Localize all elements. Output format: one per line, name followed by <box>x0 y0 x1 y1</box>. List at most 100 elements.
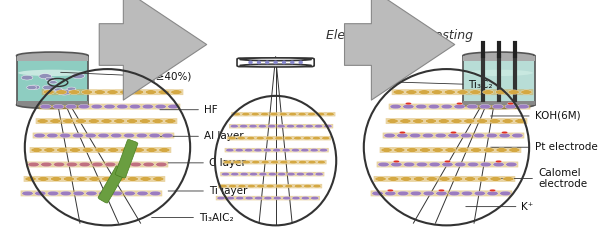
FancyBboxPatch shape <box>23 176 165 182</box>
Circle shape <box>458 148 469 152</box>
Circle shape <box>313 184 321 188</box>
Circle shape <box>432 148 443 152</box>
Circle shape <box>436 191 447 196</box>
Circle shape <box>249 61 252 62</box>
Circle shape <box>59 133 71 138</box>
Circle shape <box>92 162 103 167</box>
Text: Ti₃C₂: Ti₃C₂ <box>383 80 493 90</box>
Circle shape <box>257 61 260 62</box>
Text: Al layer: Al layer <box>160 131 244 141</box>
Circle shape <box>470 90 481 94</box>
FancyBboxPatch shape <box>35 118 178 124</box>
Circle shape <box>425 119 437 123</box>
Circle shape <box>82 148 94 152</box>
Circle shape <box>512 133 523 138</box>
Circle shape <box>230 125 238 128</box>
Circle shape <box>112 191 122 196</box>
Circle shape <box>282 148 290 152</box>
Circle shape <box>62 119 74 123</box>
Circle shape <box>137 191 148 196</box>
Circle shape <box>29 85 40 90</box>
Circle shape <box>310 148 319 152</box>
Circle shape <box>457 90 468 94</box>
Circle shape <box>21 75 33 80</box>
Circle shape <box>391 162 402 167</box>
Circle shape <box>98 133 109 138</box>
FancyBboxPatch shape <box>231 112 335 116</box>
Circle shape <box>454 104 465 109</box>
Circle shape <box>298 113 306 116</box>
Circle shape <box>143 162 154 167</box>
Circle shape <box>326 113 334 116</box>
Circle shape <box>304 184 311 188</box>
Circle shape <box>101 119 112 123</box>
FancyBboxPatch shape <box>220 172 325 176</box>
Text: HF(≥40%): HF(≥40%) <box>61 72 191 82</box>
Circle shape <box>451 119 462 123</box>
Circle shape <box>390 104 401 109</box>
Circle shape <box>291 62 293 63</box>
Circle shape <box>247 184 256 188</box>
Circle shape <box>49 81 57 84</box>
Circle shape <box>283 62 285 64</box>
Circle shape <box>266 62 269 64</box>
Circle shape <box>375 177 386 181</box>
Circle shape <box>292 196 300 200</box>
Circle shape <box>445 148 456 152</box>
Circle shape <box>317 161 325 164</box>
Circle shape <box>76 177 87 181</box>
FancyBboxPatch shape <box>38 104 181 110</box>
Circle shape <box>22 191 33 196</box>
Circle shape <box>56 148 68 152</box>
Circle shape <box>275 184 284 188</box>
Circle shape <box>439 189 445 192</box>
Circle shape <box>287 173 295 176</box>
Circle shape <box>118 162 128 167</box>
Circle shape <box>400 119 411 123</box>
Circle shape <box>407 148 418 152</box>
Circle shape <box>94 90 106 94</box>
FancyBboxPatch shape <box>383 133 524 139</box>
Circle shape <box>229 184 237 188</box>
Circle shape <box>387 119 398 123</box>
Circle shape <box>25 177 36 181</box>
Circle shape <box>492 104 503 109</box>
Circle shape <box>244 148 253 152</box>
Circle shape <box>249 62 252 64</box>
Circle shape <box>428 104 440 109</box>
Circle shape <box>426 177 437 181</box>
Circle shape <box>258 125 266 128</box>
Circle shape <box>28 162 39 167</box>
Circle shape <box>296 173 305 176</box>
Circle shape <box>65 104 77 109</box>
Circle shape <box>256 136 264 140</box>
Circle shape <box>263 148 271 152</box>
Circle shape <box>283 196 291 200</box>
Circle shape <box>385 191 396 196</box>
FancyBboxPatch shape <box>229 124 333 128</box>
Circle shape <box>133 148 145 152</box>
Circle shape <box>307 113 316 116</box>
Circle shape <box>291 61 293 62</box>
Circle shape <box>305 173 314 176</box>
Circle shape <box>119 90 131 94</box>
Circle shape <box>493 162 504 167</box>
FancyBboxPatch shape <box>237 58 314 67</box>
Circle shape <box>43 90 54 94</box>
Circle shape <box>464 119 475 123</box>
Circle shape <box>441 104 452 109</box>
Circle shape <box>89 177 100 181</box>
Circle shape <box>268 173 277 176</box>
Circle shape <box>149 191 161 196</box>
Circle shape <box>291 62 293 64</box>
Circle shape <box>245 196 253 200</box>
Circle shape <box>264 196 272 200</box>
Circle shape <box>480 162 491 167</box>
Circle shape <box>251 161 260 164</box>
Circle shape <box>238 184 246 188</box>
Circle shape <box>153 177 164 181</box>
Circle shape <box>419 148 431 152</box>
Circle shape <box>508 90 519 94</box>
Circle shape <box>239 125 248 128</box>
Circle shape <box>247 136 255 140</box>
